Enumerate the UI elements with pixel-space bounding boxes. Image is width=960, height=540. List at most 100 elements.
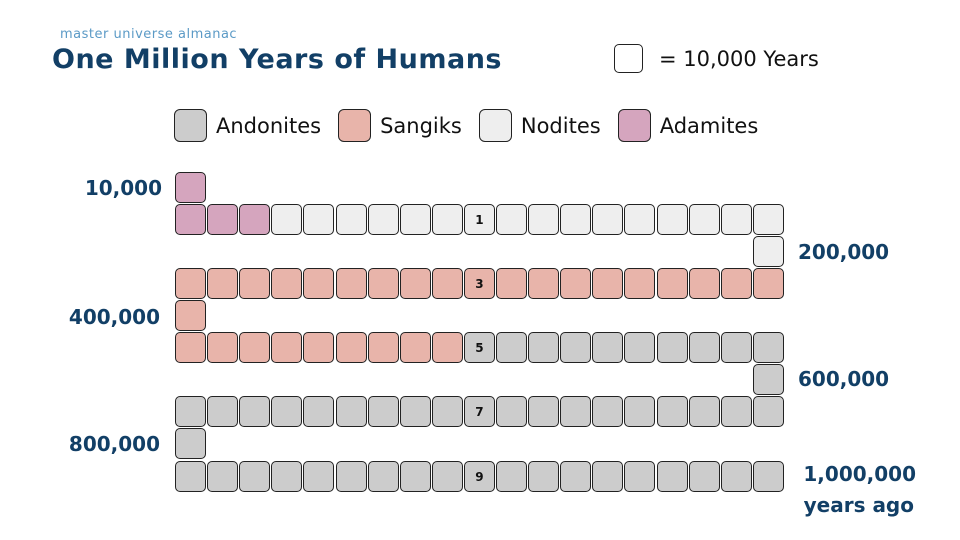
timeline-cell bbox=[335, 396, 367, 427]
timeline-cell bbox=[335, 332, 367, 363]
timeline-cell bbox=[207, 268, 239, 299]
timeline-cell: 7 bbox=[463, 396, 495, 427]
year-label-400000: 400,000 bbox=[68, 305, 160, 329]
timeline-cell: 5 bbox=[463, 332, 495, 363]
year-label-years-ago: years ago bbox=[803, 493, 914, 517]
timeline-cell bbox=[688, 204, 720, 235]
legend-swatch-nodites bbox=[478, 109, 512, 142]
timeline-cell bbox=[560, 461, 592, 492]
timeline-cell: 3 bbox=[463, 268, 495, 299]
row-number-label: 1 bbox=[475, 212, 484, 227]
page-title: One Million Years of Humans bbox=[52, 44, 502, 75]
timeline-cell bbox=[656, 461, 688, 492]
legend-swatch-sangiks bbox=[338, 109, 372, 142]
timeline-cell bbox=[624, 396, 656, 427]
timeline-cell bbox=[752, 204, 784, 235]
timeline-cell bbox=[239, 268, 271, 299]
legend-item-adamites: Adamites bbox=[617, 109, 759, 142]
timeline-cell bbox=[624, 461, 656, 492]
timeline-cell bbox=[271, 268, 303, 299]
timeline-cell bbox=[335, 461, 367, 492]
legend-item-sangiks: Sangiks bbox=[338, 109, 462, 142]
timeline-cell bbox=[175, 204, 206, 235]
timeline-cell bbox=[239, 204, 271, 235]
timeline-cell bbox=[175, 332, 206, 363]
row-number-label: 3 bbox=[475, 276, 484, 291]
legend-item-andonites: Andonites bbox=[174, 109, 321, 142]
timeline-cell bbox=[592, 461, 624, 492]
timeline-cell bbox=[624, 332, 656, 363]
timeline-cell bbox=[720, 396, 752, 427]
timeline-cell bbox=[239, 396, 271, 427]
year-label-800000: 800,000 bbox=[68, 432, 160, 456]
timeline-cell bbox=[496, 268, 527, 299]
timeline-cell bbox=[688, 332, 720, 363]
timeline-cell bbox=[175, 461, 206, 492]
timeline-cell bbox=[431, 204, 463, 235]
timeline-cell bbox=[496, 461, 527, 492]
legend: Andonites Sangiks Nodites Adamites bbox=[174, 109, 775, 142]
year-label-200000: 200,000 bbox=[798, 240, 890, 264]
legend-swatch-adamites bbox=[617, 109, 651, 142]
timeline-cell bbox=[303, 332, 335, 363]
timeline-cell bbox=[335, 204, 367, 235]
timeline-connector-cell bbox=[175, 300, 206, 331]
timeline-cell bbox=[560, 268, 592, 299]
timeline-cell bbox=[207, 332, 239, 363]
timeline-cell bbox=[656, 268, 688, 299]
timeline-cell bbox=[592, 396, 624, 427]
timeline-cell bbox=[752, 268, 784, 299]
row-number-label: 9 bbox=[475, 469, 484, 484]
timeline-cell bbox=[720, 461, 752, 492]
timeline-cell bbox=[720, 332, 752, 363]
timeline-cell bbox=[399, 204, 431, 235]
timeline-cell bbox=[528, 268, 560, 299]
year-label-10000: 10,000 bbox=[84, 176, 162, 200]
timeline-connector-cell bbox=[752, 236, 784, 267]
timeline-cell bbox=[528, 396, 560, 427]
timeline-cell bbox=[367, 204, 399, 235]
timeline-connector-cell bbox=[175, 428, 206, 459]
timeline-cell bbox=[367, 396, 399, 427]
timeline-cell bbox=[175, 268, 206, 299]
year-label-1000000: 1,000,000 bbox=[803, 462, 916, 486]
timeline-connector-cell bbox=[752, 364, 784, 395]
timeline-cell bbox=[688, 396, 720, 427]
timeline-cell bbox=[399, 461, 431, 492]
unit-key-label: = 10,000 Years bbox=[659, 46, 819, 71]
timeline-cell bbox=[624, 204, 656, 235]
timeline-cell bbox=[367, 461, 399, 492]
timeline-cell bbox=[528, 332, 560, 363]
row-number-label: 5 bbox=[475, 340, 484, 355]
timeline-cell bbox=[496, 396, 527, 427]
timeline-cell bbox=[399, 332, 431, 363]
timeline-cell bbox=[271, 461, 303, 492]
timeline-cell bbox=[752, 461, 784, 492]
timeline-cell bbox=[528, 461, 560, 492]
timeline-cell bbox=[367, 268, 399, 299]
unit-key-swatch bbox=[614, 44, 643, 73]
timeline-cell bbox=[560, 332, 592, 363]
timeline-cell bbox=[496, 332, 527, 363]
timeline-cell bbox=[271, 332, 303, 363]
legend-item-nodites: Nodites bbox=[478, 109, 601, 142]
timeline-cell bbox=[207, 461, 239, 492]
timeline-cell bbox=[399, 268, 431, 299]
timeline-cell bbox=[303, 396, 335, 427]
timeline-cell bbox=[592, 332, 624, 363]
timeline-cell bbox=[720, 268, 752, 299]
timeline-cell bbox=[207, 204, 239, 235]
timeline-cell bbox=[624, 268, 656, 299]
timeline-cell bbox=[431, 332, 463, 363]
timeline-cell bbox=[688, 461, 720, 492]
timeline-connector-cell bbox=[175, 172, 206, 203]
timeline-cell bbox=[175, 396, 206, 427]
timeline-cell bbox=[496, 204, 527, 235]
legend-label-nodites: Nodites bbox=[520, 113, 601, 138]
timeline-cell bbox=[207, 396, 239, 427]
timeline-cell bbox=[560, 396, 592, 427]
legend-label-adamites: Adamites bbox=[659, 113, 759, 138]
timeline-cell bbox=[656, 204, 688, 235]
timeline-cell: 1 bbox=[463, 204, 495, 235]
timeline-cell bbox=[271, 396, 303, 427]
